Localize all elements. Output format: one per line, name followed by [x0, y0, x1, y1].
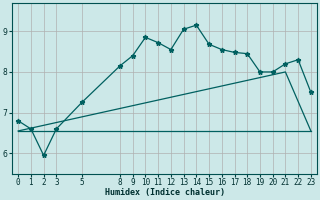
X-axis label: Humidex (Indice chaleur): Humidex (Indice chaleur) [105, 188, 225, 197]
